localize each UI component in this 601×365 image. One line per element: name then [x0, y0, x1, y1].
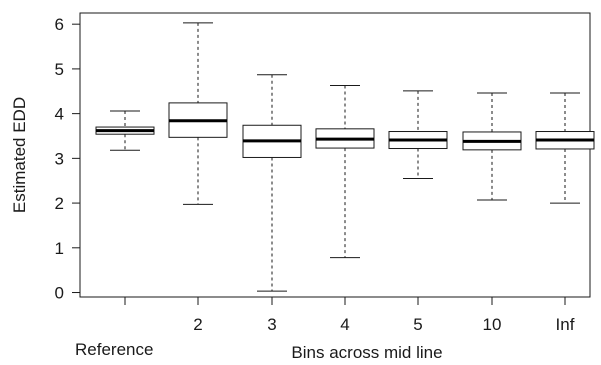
- box-10: [462, 92, 522, 201]
- box-3: [242, 74, 302, 292]
- y-tick-label: 6: [55, 15, 64, 34]
- box-4: [315, 84, 375, 259]
- x-axis: Reference 2 3 4 5 10 Inf: [75, 297, 575, 359]
- x-tick-label: Inf: [556, 315, 575, 334]
- x-tick-label: 10: [483, 315, 502, 334]
- box-5: [388, 90, 448, 179]
- box-series: [95, 22, 595, 292]
- x-tick-label: 3: [267, 315, 276, 334]
- y-tick-label: 2: [55, 194, 64, 213]
- box-inf: [535, 92, 595, 204]
- x-axis-title: Bins across mid line: [291, 343, 442, 362]
- y-axis: 0 1 2 3 4 5 6: [55, 15, 80, 303]
- y-tick-label: 3: [55, 149, 64, 168]
- y-axis-title: Estimated EDD: [10, 97, 29, 213]
- box-2: [168, 22, 228, 205]
- y-tick-label: 4: [55, 105, 64, 124]
- box-reference: [95, 110, 155, 151]
- y-tick-label: 0: [55, 284, 64, 303]
- x-tick-label: 4: [340, 315, 349, 334]
- x-tick-label: 5: [413, 315, 422, 334]
- plot-frame: [79, 12, 591, 298]
- x-tick-label: 2: [193, 315, 202, 334]
- x-tick-label: Reference: [75, 340, 153, 359]
- y-tick-label: 1: [55, 239, 64, 258]
- y-tick-label: 5: [55, 60, 64, 79]
